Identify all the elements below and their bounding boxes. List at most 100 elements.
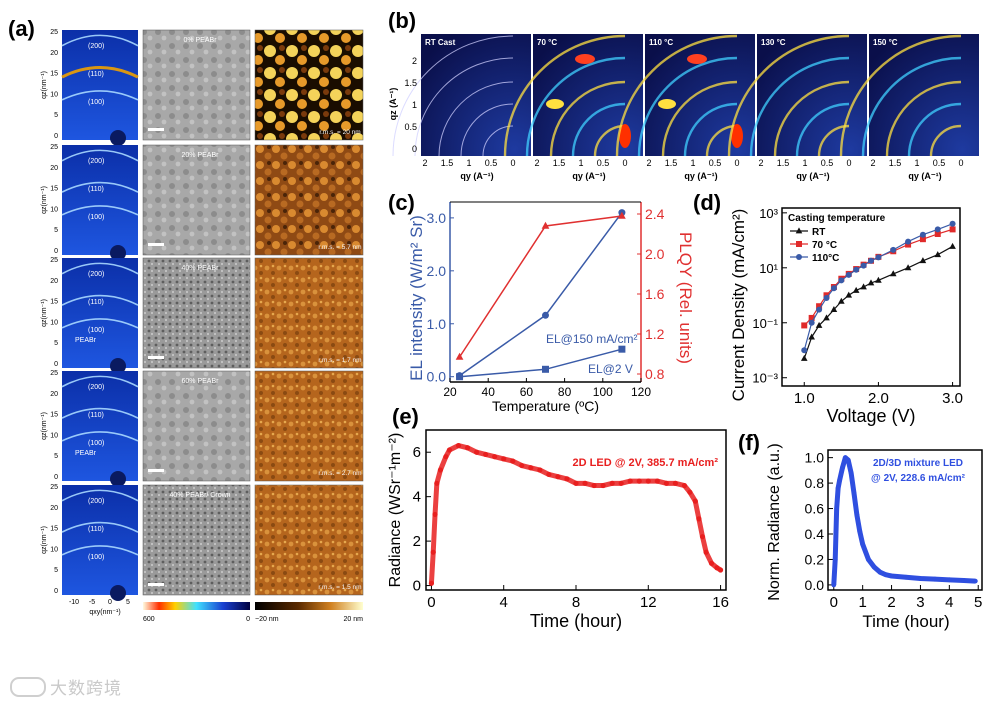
d-legend-title: Casting temperature [788, 213, 886, 224]
peabr-label: PEABr [75, 450, 97, 457]
a-y-tick: 5 [54, 453, 58, 460]
a-y-tick: 25 [50, 370, 58, 377]
c-y2-tick: 2.0 [645, 246, 665, 262]
sem-image-1 [142, 144, 251, 256]
e-point [591, 482, 597, 489]
d-point [830, 285, 837, 292]
e-point [663, 480, 669, 486]
d-point [860, 283, 867, 290]
f-point [889, 573, 894, 579]
d-y-tick: 10¹ [759, 261, 778, 276]
beamstop [110, 471, 126, 487]
b-x-tick: 0 [846, 158, 851, 168]
d-point [816, 303, 823, 310]
e-point [519, 462, 525, 469]
e-point [443, 454, 449, 460]
e-x-tick: 16 [712, 594, 729, 611]
e-point [708, 560, 715, 566]
e-point [654, 478, 660, 484]
b-x-tick: 2 [422, 158, 427, 168]
c-point [542, 365, 549, 373]
a-y-tick: 25 [50, 257, 58, 264]
gisaxs-ring [61, 34, 139, 47]
e-y-tick: 2 [413, 533, 421, 550]
e-point [600, 482, 606, 489]
a-y-label: qz(nm⁻¹) [41, 186, 48, 214]
c-point [456, 373, 464, 381]
f-x-tick: 2 [887, 594, 895, 611]
giwaxs-ring [661, 80, 738, 157]
d-point [800, 354, 808, 361]
c-x-tick: 120 [631, 385, 651, 399]
d-y-label: Current Density (mA/cm²) [729, 209, 748, 402]
b-x-tick: 0.5 [709, 158, 722, 168]
a-y-tick: 15 [50, 299, 58, 306]
giwaxs-ring [615, 34, 738, 157]
giwaxs-spot [575, 54, 595, 64]
ring-label: (100) [88, 327, 104, 334]
sem-label: 40% PEABr/ Crown [169, 492, 230, 499]
f-point [903, 574, 909, 580]
d-point [905, 238, 912, 245]
c-point [542, 311, 549, 319]
gisaxs-pattern-0 [62, 30, 138, 140]
d-point [860, 262, 867, 269]
d-point [808, 333, 815, 340]
b-title: 70 °C [537, 38, 557, 47]
scale-bar [148, 356, 164, 359]
b-y-label: qz (A⁻¹) [388, 88, 398, 121]
gisaxs-pattern-4 [62, 485, 138, 595]
e-point [446, 447, 453, 453]
b-x-label: qy (A⁻¹) [460, 171, 493, 181]
a-y-tick: 20 [50, 505, 58, 512]
d-y-tick: 10⁻³ [752, 371, 778, 386]
panel-a: (200) (110) (100) 25 20 15 10 5 0 qz(nm⁻¹) 0% PEAB… [41, 29, 364, 623]
c-y-tick: 1.0 [427, 316, 447, 332]
e-point [428, 580, 435, 586]
ring-label: (100) [88, 99, 104, 106]
afm-image-1 [254, 144, 364, 256]
sem-image-2 [142, 257, 251, 369]
f-point [848, 470, 854, 476]
e-x-tick: 12 [640, 594, 657, 611]
giwaxs-ring [907, 102, 962, 157]
a-y-tick: 0 [54, 133, 58, 140]
f-point [834, 506, 840, 511]
f-y-tick: 0.4 [805, 526, 825, 542]
b-y-tick: 0 [412, 144, 417, 154]
e-point [434, 480, 440, 486]
colorbar-gisaxs-min: 600 [143, 616, 155, 623]
giwaxs-spot [687, 54, 707, 64]
f-x-tick: 3 [916, 594, 924, 611]
b-x-tick: 1 [802, 158, 807, 168]
d-point [868, 257, 874, 264]
rms-label: r.m.s. = 1.7 nm [318, 357, 361, 364]
d-point [875, 254, 882, 261]
sem-label: 0% PEABr [183, 37, 217, 44]
f-point [866, 557, 871, 562]
b-x-tick: 1 [466, 158, 471, 168]
panel-label-b: (b) [388, 8, 416, 33]
c-y-tick: 0.0 [427, 369, 447, 385]
afm-image-2 [254, 257, 364, 369]
rms-label: r.m.s. = 2.7 nm [318, 470, 361, 477]
gisaxs-ring [61, 181, 139, 193]
d-point [823, 314, 830, 321]
f-point [854, 512, 860, 518]
e-point [432, 511, 438, 518]
a-y-tick: 0 [54, 248, 58, 255]
giwaxs-ring [683, 102, 738, 157]
d-point [823, 294, 830, 301]
a-x-tick: 0 [108, 599, 112, 606]
a-y-tick: 25 [50, 144, 58, 151]
colorbar-gisaxs-max: 0 [246, 616, 250, 623]
ring-label: (200) [88, 498, 104, 505]
f-point [871, 564, 877, 570]
c-x-tick: 80 [558, 385, 572, 399]
chart-e: 0 4 8 12 16 0 2 4 6 Time (hour) Radiance (WSr⁻¹m⁻²… [387, 429, 729, 631]
gisaxs-ring [61, 375, 139, 388]
d-point [867, 279, 875, 286]
beamstop [110, 585, 126, 601]
d-point [808, 319, 815, 326]
d-point [934, 251, 942, 258]
